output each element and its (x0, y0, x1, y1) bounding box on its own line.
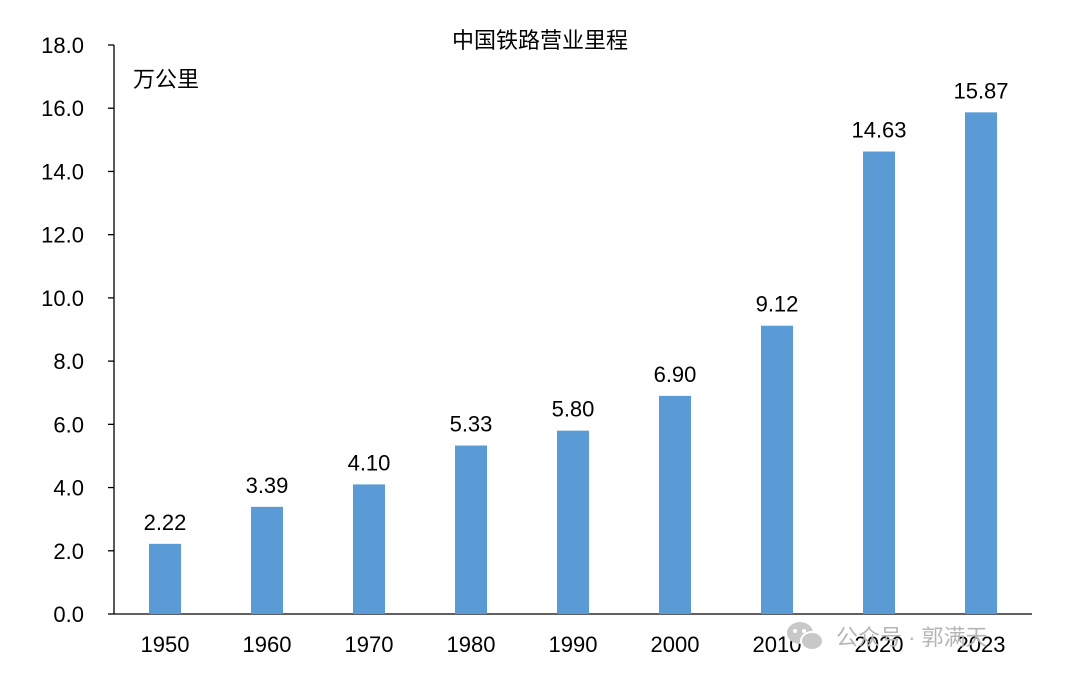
unit-label: 万公里 (133, 67, 199, 92)
y-tick-label: 8.0 (53, 349, 84, 374)
x-tick-label: 1980 (447, 632, 496, 657)
x-tick-label: 1960 (243, 632, 292, 657)
y-tick-label: 2.0 (53, 539, 84, 564)
data-label: 9.12 (756, 292, 799, 317)
x-tick-label: 1970 (345, 632, 394, 657)
bar (761, 325, 793, 614)
chart-title: 中国铁路营业里程 (452, 28, 628, 53)
bar (965, 112, 997, 614)
bar (353, 484, 385, 614)
bar (149, 543, 181, 614)
y-tick-label: 10.0 (41, 286, 84, 311)
y-tick-label: 18.0 (41, 33, 84, 58)
data-label: 6.90 (654, 362, 697, 387)
data-label: 2.22 (144, 510, 187, 535)
bar (251, 506, 283, 614)
data-label: 14.63 (851, 118, 906, 143)
data-label: 5.33 (450, 412, 493, 437)
data-label: 15.87 (953, 78, 1008, 103)
x-tick-label: 2020 (855, 632, 904, 657)
bar (557, 430, 589, 614)
data-label: 5.80 (552, 397, 595, 422)
wechat-icon (787, 622, 824, 651)
bar (659, 395, 691, 614)
bar (455, 445, 487, 614)
y-tick-label: 0.0 (53, 602, 84, 627)
bars (149, 112, 997, 614)
data-label: 3.39 (246, 473, 289, 498)
x-tick-label: 2023 (957, 632, 1006, 657)
y-tick-label: 6.0 (53, 412, 84, 437)
y-tick-label: 12.0 (41, 223, 84, 248)
x-tick-label: 2000 (651, 632, 700, 657)
x-tick-label: 1950 (141, 632, 190, 657)
y-axis: 0.0 2.0 4.0 6.0 8.0 10.0 12.0 14.0 16.0 18.0 (41, 33, 115, 627)
y-tick-label: 16.0 (41, 96, 84, 121)
watermark: 公众号 · 郭满天 (787, 622, 988, 651)
y-tick-label: 14.0 (41, 159, 84, 184)
watermark-text: 公众号 · 郭满天 (836, 625, 988, 650)
data-labels: 2.22 3.39 4.10 5.33 5.80 6.90 9.12 14.63 15.87 (144, 78, 1009, 534)
y-tick-label: 4.0 (53, 476, 84, 501)
x-tick-label: 1990 (549, 632, 598, 657)
data-label: 4.10 (348, 450, 391, 475)
bar (863, 151, 895, 614)
